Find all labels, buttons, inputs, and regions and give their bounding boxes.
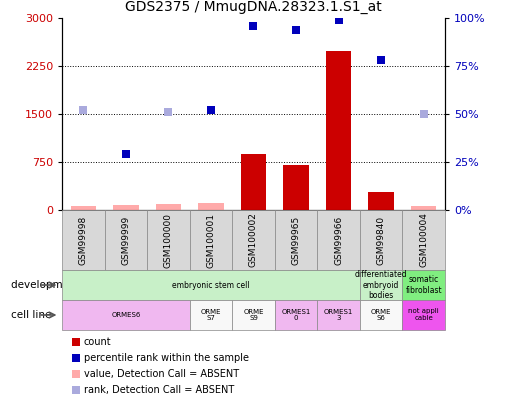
Text: somatic
fibroblast: somatic fibroblast <box>405 275 442 295</box>
Title: GDS2375 / MmugDNA.28323.1.S1_at: GDS2375 / MmugDNA.28323.1.S1_at <box>125 0 382 14</box>
Text: GSM100001: GSM100001 <box>207 213 215 267</box>
Bar <box>241 154 266 210</box>
Text: GSM99840: GSM99840 <box>377 215 386 264</box>
Text: ORMES6: ORMES6 <box>111 312 140 318</box>
Text: GSM99966: GSM99966 <box>334 215 343 264</box>
Text: ORME
S6: ORME S6 <box>371 309 392 322</box>
Text: value, Detection Call = ABSENT: value, Detection Call = ABSENT <box>84 369 239 379</box>
Text: differentiated
embryoid
bodies: differentiated embryoid bodies <box>355 270 408 300</box>
Bar <box>156 204 181 210</box>
Text: cell line: cell line <box>11 310 51 320</box>
Text: GSM100004: GSM100004 <box>419 213 428 267</box>
Text: GSM99998: GSM99998 <box>79 215 88 264</box>
Text: GSM100000: GSM100000 <box>164 213 173 267</box>
Text: embryonic stem cell: embryonic stem cell <box>172 281 250 290</box>
Bar <box>326 51 351 210</box>
Text: ORME
S9: ORME S9 <box>243 309 264 322</box>
Bar <box>70 207 96 210</box>
Text: GSM100002: GSM100002 <box>249 213 258 267</box>
Text: GSM99965: GSM99965 <box>292 215 301 264</box>
Text: rank, Detection Call = ABSENT: rank, Detection Call = ABSENT <box>84 385 234 395</box>
Bar <box>113 205 139 210</box>
Bar <box>284 164 309 210</box>
Text: not appli
cable: not appli cable <box>408 309 439 322</box>
Text: count: count <box>84 337 112 347</box>
Text: ORME
S7: ORME S7 <box>201 309 221 322</box>
Text: GSM99999: GSM99999 <box>121 215 130 264</box>
Text: ORMES1
3: ORMES1 3 <box>324 309 354 322</box>
Bar <box>368 192 394 210</box>
Text: ORMES1
0: ORMES1 0 <box>281 309 311 322</box>
Bar <box>198 202 224 210</box>
Text: development stage: development stage <box>11 280 112 290</box>
Bar <box>411 207 437 210</box>
Text: percentile rank within the sample: percentile rank within the sample <box>84 353 249 363</box>
